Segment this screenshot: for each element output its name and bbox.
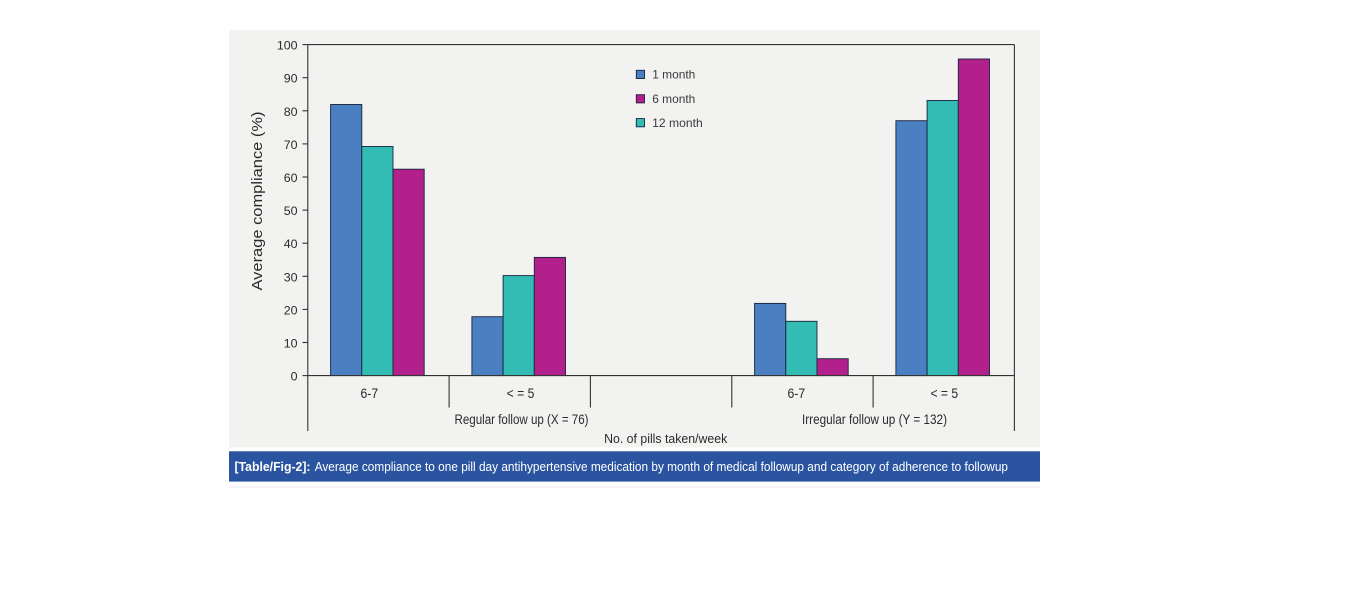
svg-text:No. of pills taken/week: No. of pills taken/week [604,431,728,446]
svg-text:40: 40 [284,237,298,251]
svg-text:Irregular follow up (Y = 132): Irregular follow up (Y = 132) [802,412,947,427]
svg-text:Regular follow up (X = 76): Regular follow up (X = 76) [455,412,589,427]
svg-text:< = 5: < = 5 [507,386,535,401]
svg-text:12 month: 12 month [652,116,703,130]
svg-text:0: 0 [291,370,298,384]
svg-text:6-7: 6-7 [787,386,805,401]
svg-text:[Table/Fig-2]:: [Table/Fig-2]: [235,460,311,474]
svg-text:60: 60 [284,171,298,185]
svg-text:100: 100 [277,39,298,53]
svg-text:80: 80 [284,105,298,119]
svg-text:6 month: 6 month [652,92,695,106]
svg-text:90: 90 [284,72,298,86]
svg-text:6-7: 6-7 [360,386,378,401]
svg-text:Average compliance (%): Average compliance (%) [250,112,266,291]
svg-text:Average compliance to one pill: Average compliance to one pill day antih… [315,460,1008,474]
svg-text:30: 30 [284,270,298,284]
svg-text:20: 20 [284,303,298,317]
svg-text:< = 5: < = 5 [930,386,958,401]
svg-text:1 month: 1 month [652,68,695,82]
svg-text:10: 10 [284,337,298,351]
svg-text:50: 50 [284,204,298,218]
svg-text:70: 70 [284,138,298,152]
